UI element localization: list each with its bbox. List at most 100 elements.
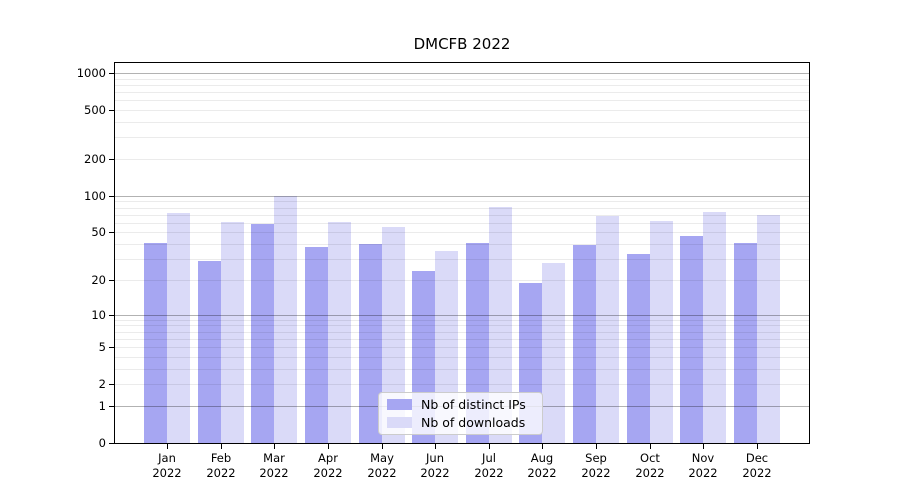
y-tick-mark: [109, 110, 114, 111]
x-tick-mark: [274, 444, 275, 449]
x-tick-label-aug: Aug 2022: [527, 451, 557, 480]
x-tick-mark: [328, 444, 329, 449]
y-tick-label: 100: [84, 189, 106, 203]
y-tick-label: 1: [98, 399, 106, 413]
y-tick-label: 200: [84, 152, 106, 166]
minor-gridline: [115, 280, 809, 281]
bar-distinct-ips-may: [359, 244, 382, 443]
x-tick-label-jul: Jul 2022: [474, 451, 504, 480]
minor-gridline: [115, 244, 809, 245]
x-tick-label-jan: Jan 2022: [152, 451, 182, 480]
bar-distinct-ips-oct: [627, 254, 650, 443]
minor-gridline: [115, 339, 809, 340]
x-tick-label-may: May 2022: [367, 451, 397, 480]
minor-gridline: [115, 259, 809, 260]
minor-gridline: [115, 347, 809, 348]
y-tick-label: 2: [98, 377, 106, 391]
y-tick-mark: [109, 315, 114, 316]
x-tick-mark: [596, 444, 597, 449]
major-gridline: [115, 73, 809, 74]
minor-gridline: [115, 100, 809, 101]
bar-downloads-oct: [650, 221, 673, 443]
y-tick-mark: [109, 443, 114, 444]
y-tick-label: 500: [84, 103, 106, 117]
bar-downloads-may: [382, 227, 405, 443]
y-tick-mark: [109, 196, 114, 197]
x-tick-label-jun: Jun 2022: [420, 451, 450, 480]
bar-downloads-sep: [596, 216, 619, 443]
legend-swatch-distinct-ips: [387, 399, 412, 411]
y-tick-mark: [109, 232, 114, 233]
major-gridline: [115, 315, 809, 316]
y-tick-mark: [109, 73, 114, 74]
y-tick-label: 10: [91, 308, 106, 322]
x-tick-mark: [489, 444, 490, 449]
y-tick-label: 50: [91, 225, 106, 239]
legend-item-distinct-ips: Nb of distinct IPs: [387, 396, 534, 413]
minor-gridline: [115, 79, 809, 80]
bar-distinct-ips-feb: [198, 261, 221, 443]
bar-distinct-ips-apr: [305, 247, 328, 443]
x-tick-mark: [757, 444, 758, 449]
y-tick-label: 5: [98, 340, 106, 354]
minor-gridline: [115, 384, 809, 385]
x-tick-mark: [435, 444, 436, 449]
bar-downloads-feb: [221, 222, 244, 443]
minor-gridline: [115, 122, 809, 123]
bar-downloads-nov: [703, 212, 726, 443]
chart-title: DMCFB 2022: [413, 35, 511, 53]
x-tick-mark: [703, 444, 704, 449]
bar-distinct-ips-jan: [144, 243, 167, 443]
bar-downloads-apr: [328, 222, 351, 443]
bar-downloads-mar: [274, 196, 297, 443]
x-tick-mark: [167, 444, 168, 449]
minor-gridline: [115, 201, 809, 202]
minor-gridline: [115, 325, 809, 326]
minor-gridline: [115, 332, 809, 333]
legend-swatch-downloads: [387, 416, 412, 428]
plot-area: Nb of distinct IPs Nb of downloads: [114, 62, 810, 444]
x-tick-label-sep: Sep 2022: [581, 451, 611, 480]
legend-label-downloads: Nb of downloads: [421, 414, 526, 430]
minor-gridline: [115, 208, 809, 209]
x-tick-label-nov: Nov 2022: [688, 451, 718, 480]
x-tick-label-apr: Apr 2022: [313, 451, 343, 480]
bar-distinct-ips-dec: [734, 243, 757, 443]
x-tick-mark: [221, 444, 222, 449]
minor-gridline: [115, 369, 809, 370]
minor-gridline: [115, 110, 809, 111]
x-tick-mark: [382, 444, 383, 449]
minor-gridline: [115, 223, 809, 224]
bar-distinct-ips-nov: [680, 236, 703, 443]
bar-downloads-jul: [489, 207, 512, 443]
x-tick-label-oct: Oct 2022: [635, 451, 665, 480]
x-tick-mark: [542, 444, 543, 449]
y-tick-mark: [109, 384, 114, 385]
minor-gridline: [115, 320, 809, 321]
legend-label-distinct-ips: Nb of distinct IPs: [421, 397, 526, 413]
y-tick-mark: [109, 280, 114, 281]
minor-gridline: [115, 159, 809, 160]
minor-gridline: [115, 137, 809, 138]
minor-gridline: [115, 232, 809, 233]
legend: Nb of distinct IPs Nb of downloads: [378, 392, 543, 435]
bar-distinct-ips-mar: [251, 224, 274, 443]
minor-gridline: [115, 357, 809, 358]
y-tick-label: 20: [91, 273, 106, 287]
bar-downloads-dec: [757, 215, 780, 443]
x-tick-label-feb: Feb 2022: [206, 451, 236, 480]
bar-downloads-jan: [167, 213, 190, 443]
major-gridline: [115, 196, 809, 197]
minor-gridline: [115, 92, 809, 93]
x-tick-label-mar: Mar 2022: [259, 451, 289, 480]
x-tick-label-dec: Dec 2022: [742, 451, 772, 480]
y-tick-mark: [109, 159, 114, 160]
minor-gridline: [115, 85, 809, 86]
y-tick-label: 0: [98, 436, 106, 450]
y-tick-label: 1000: [76, 66, 106, 80]
bar-downloads-aug: [542, 263, 565, 443]
x-tick-mark: [650, 444, 651, 449]
y-tick-mark: [109, 347, 114, 348]
y-tick-mark: [109, 406, 114, 407]
